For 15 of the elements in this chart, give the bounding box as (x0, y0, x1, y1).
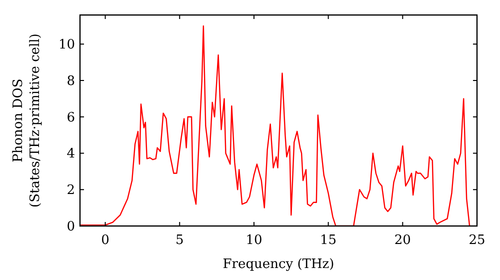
x-tick-label: 15 (320, 233, 337, 248)
x-tick-label: 25 (468, 233, 486, 248)
line-series (80, 25, 470, 226)
y-axis-title: Phonon DOS (States/THz·primitive cell) (11, 33, 43, 208)
x-tick-label: 10 (246, 233, 262, 248)
x-axis-title: Frequency (THz) (222, 257, 334, 272)
y-tick-label: 8 (66, 74, 75, 89)
y-tick-label: 0 (66, 220, 75, 234)
y-tick-label: 2 (66, 183, 75, 198)
x-tick-label: 0 (101, 233, 110, 248)
y-tick-label: 6 (66, 110, 75, 126)
y-tick-label: 10 (58, 38, 75, 53)
y-tick-label: 4 (66, 146, 75, 162)
x-tick-label: 20 (394, 233, 411, 248)
x-tick-label: 5 (175, 233, 184, 248)
